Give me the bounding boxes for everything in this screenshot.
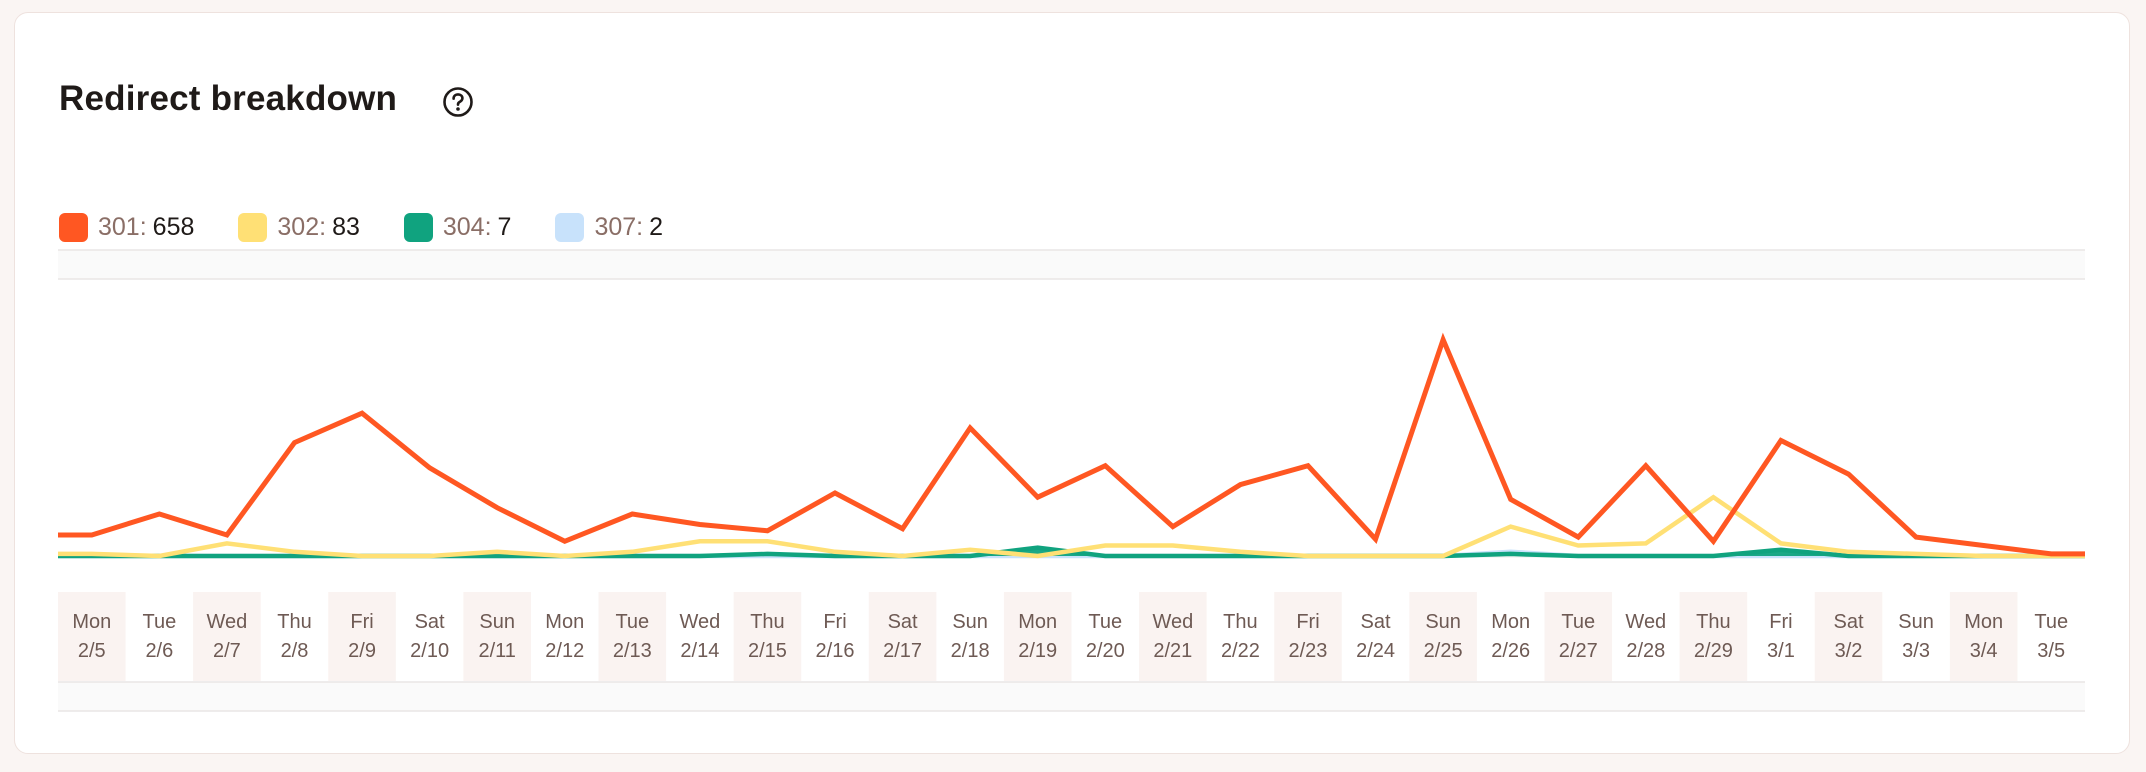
legend-label-307: 307: — [594, 213, 644, 241]
x-tick-band — [1003, 592, 1072, 681]
x-tick-day-label: Thu — [1223, 611, 1257, 633]
x-tick-day-label: Tue — [1088, 611, 1122, 633]
x-tick-date-label: 2/10 — [410, 640, 449, 662]
x-tick-date-label: 2/18 — [951, 640, 990, 662]
x-tick-date-label: 2/6 — [145, 640, 173, 662]
legend-swatch-301 — [59, 212, 88, 242]
legend-item-301[interactable]: 301: 658 — [59, 211, 194, 243]
x-tick-day-label: Sat — [1361, 611, 1391, 633]
x-tick-band — [1544, 592, 1613, 681]
series-line-301 — [58, 332, 2085, 557]
x-tick-band — [733, 592, 802, 681]
x-tick-day-label: Fri — [350, 611, 373, 633]
x-tick-date-label: 2/8 — [281, 640, 309, 662]
x-tick-date-label: 3/3 — [1902, 640, 1930, 662]
chart-title: Redirect breakdown — [59, 79, 398, 118]
x-tick-date-label: 2/9 — [348, 640, 376, 662]
x-tick-date-label: 2/5 — [78, 640, 106, 662]
x-tick-date-label: 2/20 — [1086, 640, 1125, 662]
x-tick-date-label: 3/1 — [1767, 640, 1795, 662]
legend-label-304: 304: — [442, 213, 492, 241]
legend-item-304[interactable]: 304: 7 — [403, 211, 512, 243]
x-tick-band — [193, 592, 261, 681]
chart-top-band — [58, 250, 2085, 279]
x-tick-date-label: 2/7 — [213, 640, 241, 662]
x-tick-day-label: Tue — [2034, 611, 2068, 633]
legend-item-302[interactable]: 302: 83 — [238, 211, 360, 243]
x-tick-day-label: Tue — [142, 611, 176, 633]
x-tick-band — [58, 592, 126, 681]
legend-swatch-307 — [555, 212, 585, 242]
x-tick-day-label: Wed — [207, 611, 248, 633]
x-tick-band — [868, 592, 937, 681]
x-tick-day-label: Fri — [1769, 611, 1792, 633]
x-tick-date-label: 2/27 — [1559, 640, 1598, 662]
series-line-302 — [58, 494, 2085, 559]
x-tick-date-label: 2/23 — [1289, 640, 1328, 662]
x-tick-date-label: 3/2 — [1835, 640, 1863, 662]
x-tick-day-label: Sun — [479, 611, 515, 633]
x-tick-day-label: Mon — [72, 611, 111, 633]
x-tick-day-label: Wed — [1152, 611, 1193, 633]
x-tick-date-label: 2/26 — [1491, 640, 1530, 662]
x-tick-day-label: Fri — [1296, 611, 1319, 633]
legend-label-302: 302: — [277, 213, 327, 241]
question-circle-icon[interactable] — [442, 86, 474, 118]
x-tick-day-label: Sat — [888, 611, 918, 633]
x-tick-band — [1409, 592, 1477, 681]
legend-total-307: 2 — [649, 213, 664, 241]
x-tick-date-label: 2/11 — [478, 640, 515, 662]
x-tick-date-label: 2/22 — [1221, 640, 1260, 662]
x-tick-day-label: Sun — [1898, 611, 1934, 633]
x-tick-day-label: Sun — [1425, 611, 1461, 633]
x-tick-date-label: 2/25 — [1424, 640, 1463, 662]
x-tick-date-label: 3/5 — [2037, 640, 2065, 662]
legend-label-301: 301: — [98, 213, 147, 241]
x-tick-date-label: 3/4 — [1970, 640, 1998, 662]
x-tick-band — [328, 592, 396, 681]
x-tick-date-label: 2/29 — [1694, 640, 1733, 662]
x-tick-day-label: Thu — [750, 611, 784, 633]
x-tick-day-label: Thu — [277, 611, 311, 633]
x-tick-day-label: Wed — [680, 611, 721, 633]
x-tick-day-label: Sat — [415, 611, 445, 633]
x-tick-band — [1814, 592, 1883, 681]
legend-total-302: 83 — [332, 213, 360, 241]
x-tick-day-label: Mon — [1964, 611, 2003, 633]
x-tick-band — [1274, 592, 1342, 681]
legend-item-307[interactable]: 307: 2 — [555, 211, 663, 243]
x-tick-date-label: 2/14 — [680, 640, 719, 662]
x-tick-day-label: Wed — [1625, 611, 1666, 633]
x-tick-date-label: 2/24 — [1356, 640, 1395, 662]
x-tick-day-label: Thu — [1696, 611, 1730, 633]
x-tick-day-label: Mon — [1491, 611, 1530, 633]
x-tick-day-label: Tue — [1561, 611, 1595, 633]
x-tick-date-label: 2/16 — [816, 640, 855, 662]
x-tick-day-label: Sun — [952, 611, 988, 633]
x-tick-date-label: 2/17 — [883, 640, 922, 662]
legend-swatch-304 — [403, 212, 433, 242]
chart-legend: 301: 658 302: 83 304: 7 307: 2 — [59, 211, 707, 243]
legend-total-304: 7 — [497, 213, 512, 241]
x-tick-band — [1139, 592, 1207, 681]
x-tick-day-label: Tue — [615, 611, 649, 633]
x-tick-date-label: 2/28 — [1626, 640, 1665, 662]
x-tick-band — [1949, 592, 2018, 681]
x-tick-day-label: Fri — [823, 611, 846, 633]
x-tick-band — [598, 592, 667, 681]
x-tick-date-label: 2/19 — [1018, 640, 1057, 662]
x-tick-date-label: 2/15 — [748, 640, 787, 662]
x-tick-date-label: 2/12 — [545, 640, 584, 662]
x-tick-band — [463, 592, 531, 681]
x-tick-band — [1679, 592, 1748, 681]
legend-total-301: 658 — [152, 213, 195, 241]
x-tick-day-label: Sat — [1834, 611, 1864, 633]
legend-swatch-302 — [238, 212, 268, 242]
x-tick-date-label: 2/21 — [1153, 640, 1192, 662]
x-tick-day-label: Mon — [545, 611, 584, 633]
chart-bottom-band — [58, 682, 2085, 711]
x-tick-day-label: Mon — [1018, 611, 1057, 633]
x-tick-date-label: 2/13 — [613, 640, 652, 662]
